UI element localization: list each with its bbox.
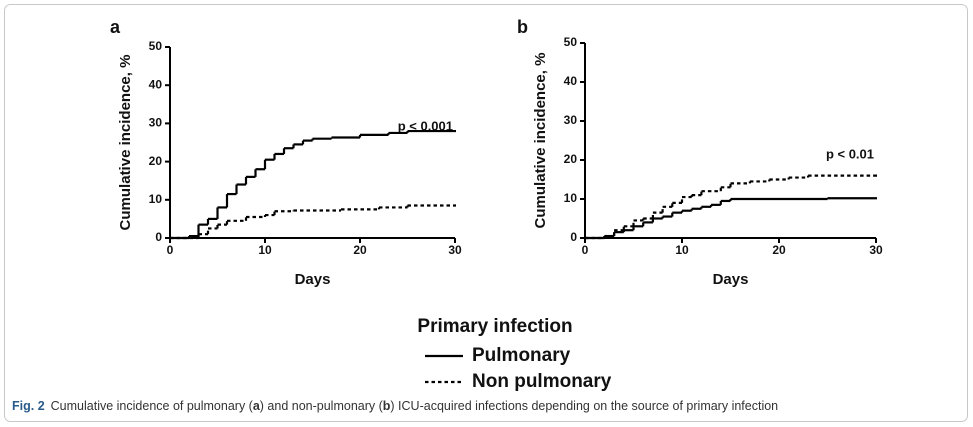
panel-label: a [110,17,121,37]
x-tick-label: 10 [258,243,272,257]
caption-text: ) and non-pulmonary ( [260,399,384,413]
caption-text: b [383,399,391,413]
x-tick-label: 30 [869,243,883,257]
x-axis-label: Days [713,271,749,288]
x-tick-label: 10 [675,243,689,257]
caption: Fig. 2 Cumulative incidence of pulmonary … [12,399,778,413]
y-axis-label: Cumulative incidence, % [532,53,549,229]
legend-label: Non pulmonary [472,371,612,392]
panel-label: b [517,17,528,37]
y-tick-label: 10 [564,191,578,205]
caption-label: Fig. 2 [12,399,45,413]
caption-text: ) ICU-acquired infections depending on t… [390,399,778,413]
y-tick-label: 40 [149,77,163,91]
y-tick-label: 0 [155,230,162,244]
y-tick-label: 0 [570,230,577,244]
caption-text: Cumulative incidence of pulmonary ( [51,399,254,413]
y-tick-label: 50 [564,35,578,49]
y-tick-label: 10 [149,192,163,206]
y-tick-label: 30 [564,113,578,127]
x-tick-label: 30 [448,243,462,257]
x-tick-label: 20 [353,243,367,257]
y-tick-label: 30 [149,116,163,130]
annotation: p < 0.01 [826,146,874,161]
legend-title: Primary infection [417,316,572,337]
x-tick-label: 0 [167,243,174,257]
y-tick-label: 40 [564,74,578,88]
figure-frame [4,4,968,422]
x-tick-label: 20 [772,243,786,257]
caption-text: a [253,399,261,413]
y-tick-label: 20 [564,152,578,166]
annotation: p < 0.001 [398,118,453,133]
y-tick-label: 20 [149,154,163,168]
y-tick-label: 50 [149,39,163,53]
x-tick-label: 0 [582,243,589,257]
x-axis-label: Days [295,271,331,288]
y-axis-label: Cumulative incidence, % [117,55,134,231]
legend-label: Pulmonary [472,345,571,366]
